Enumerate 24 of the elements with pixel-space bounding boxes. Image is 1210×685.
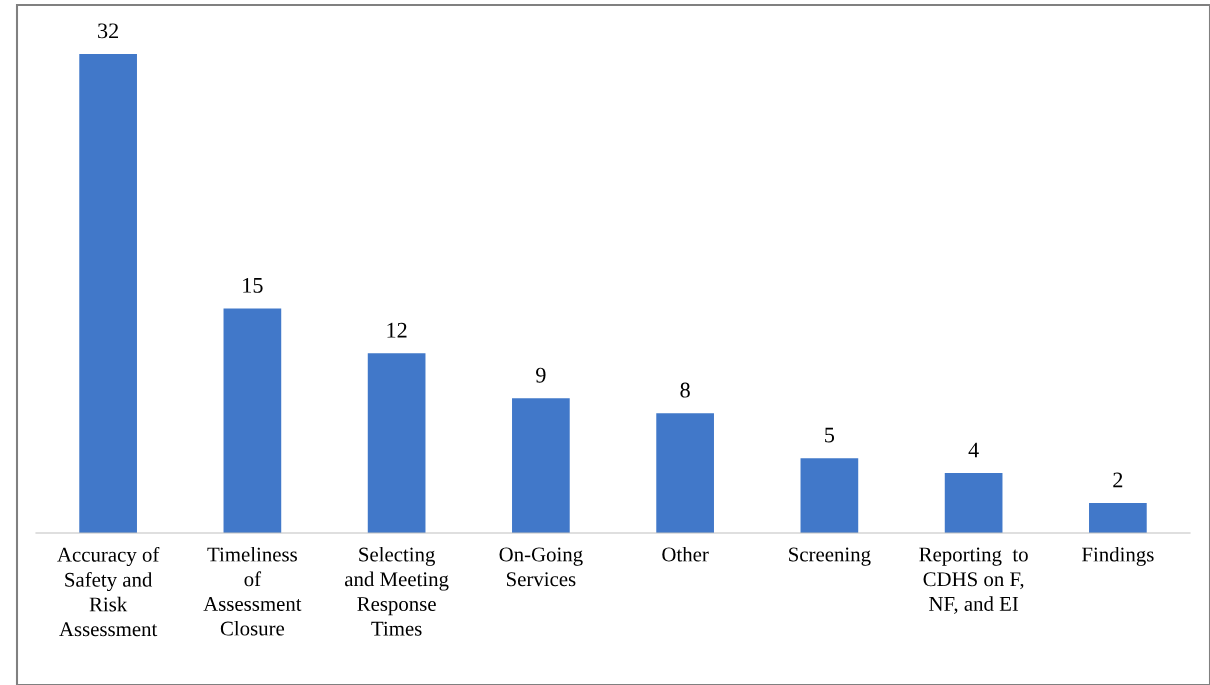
x-tick-label: Findings (1082, 546, 1154, 566)
data-label: 12 (387, 322, 407, 338)
bar (223, 308, 282, 533)
data-label: 5 (825, 427, 835, 443)
x-tick-label: Other (662, 546, 709, 562)
x-tick-label: Accuracy of Safety and Risk Assessment (57, 546, 160, 637)
bar (800, 458, 859, 533)
bar (79, 53, 137, 533)
data-label: 2 (1113, 472, 1123, 488)
data-label: 4 (968, 442, 979, 458)
x-tick-label: Timeliness of Assessment Closure (203, 546, 302, 636)
x-tick-label: On-Going Services (499, 547, 583, 587)
bar (512, 398, 570, 533)
data-label: 15 (243, 277, 263, 293)
bar (656, 413, 714, 533)
data-label: 8 (680, 382, 690, 398)
bar (944, 473, 1003, 533)
bar (1089, 503, 1147, 533)
x-tick-label: Screening (789, 547, 871, 566)
data-label: 9 (536, 367, 546, 383)
x-tick-label: Selecting and Meeting Response Times (345, 546, 449, 636)
bar (367, 353, 426, 533)
x-tick-label: Reporting to CDHS on F, NF, and EI (919, 547, 1028, 614)
data-label: 32 (98, 23, 119, 39)
